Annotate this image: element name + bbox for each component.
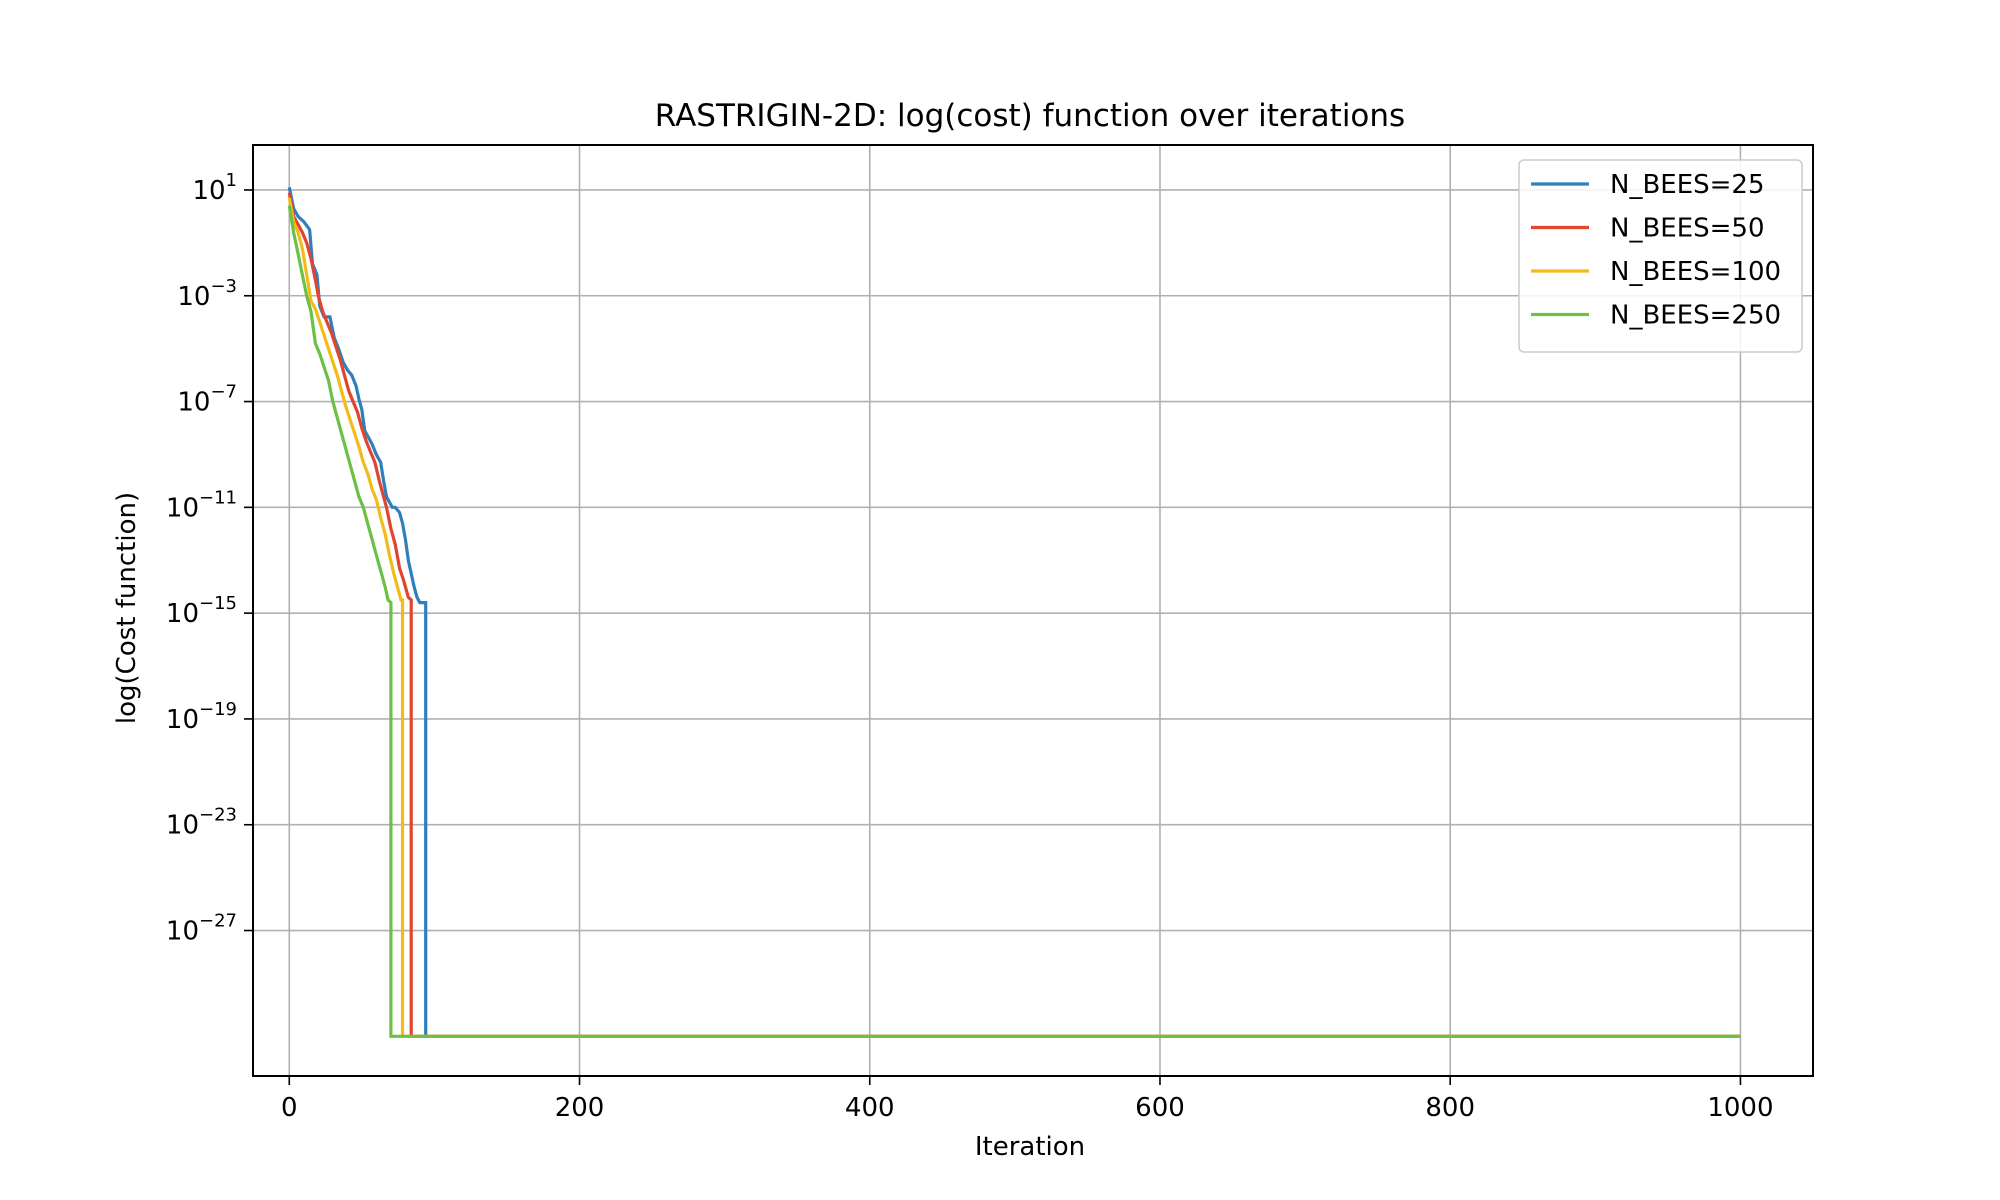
legend-label: N_BEES=25 bbox=[1610, 170, 1765, 200]
x-tick-label: 1000 bbox=[1707, 1093, 1773, 1123]
x-tick-label: 800 bbox=[1425, 1093, 1475, 1123]
chart-title: RASTRIGIN-2D: log(cost) function over it… bbox=[655, 98, 1405, 134]
x-tick-label: 400 bbox=[845, 1093, 895, 1123]
y-axis-label: log(Cost function) bbox=[112, 492, 142, 724]
y-tick-label: 10−23 bbox=[166, 805, 237, 841]
y-tick-label: 101 bbox=[192, 170, 237, 206]
y-tick-label: 10−15 bbox=[166, 593, 237, 629]
y-tick-label: 10−3 bbox=[177, 276, 237, 312]
legend-box bbox=[1518, 159, 1803, 353]
y-tick-label: 10−27 bbox=[166, 911, 237, 947]
x-tick-label: 600 bbox=[1135, 1093, 1185, 1123]
plot-frame bbox=[252, 144, 1814, 1077]
x-tick-label: 0 bbox=[281, 1093, 298, 1123]
series-lines bbox=[287, 186, 1741, 1038]
y-tick-label: 10−11 bbox=[166, 487, 237, 523]
x-axis-label: Iteration bbox=[975, 1132, 1085, 1162]
legend: N_BEES=25 N_BEES=50 N_BEES=100 N_BEES=250 bbox=[1518, 159, 1803, 353]
series-line-n-bees-50 bbox=[287, 192, 1741, 1038]
legend-label: N_BEES=100 bbox=[1610, 257, 1781, 287]
y-tick-label: 10−7 bbox=[177, 382, 237, 418]
legend-label: N_BEES=250 bbox=[1610, 301, 1781, 331]
series-line-n-bees-100 bbox=[287, 197, 1741, 1038]
axis-ticks: 0 200 400 600 800 1000 101 10−3 10−7 10−11 10−15 10… bbox=[166, 170, 1774, 1123]
series-line-n-bees-250 bbox=[287, 205, 1741, 1038]
y-tick-label: 10−19 bbox=[166, 699, 237, 735]
legend-label: N_BEES=50 bbox=[1610, 214, 1765, 244]
grid bbox=[253, 145, 1813, 1076]
x-tick-label: 200 bbox=[555, 1093, 605, 1123]
